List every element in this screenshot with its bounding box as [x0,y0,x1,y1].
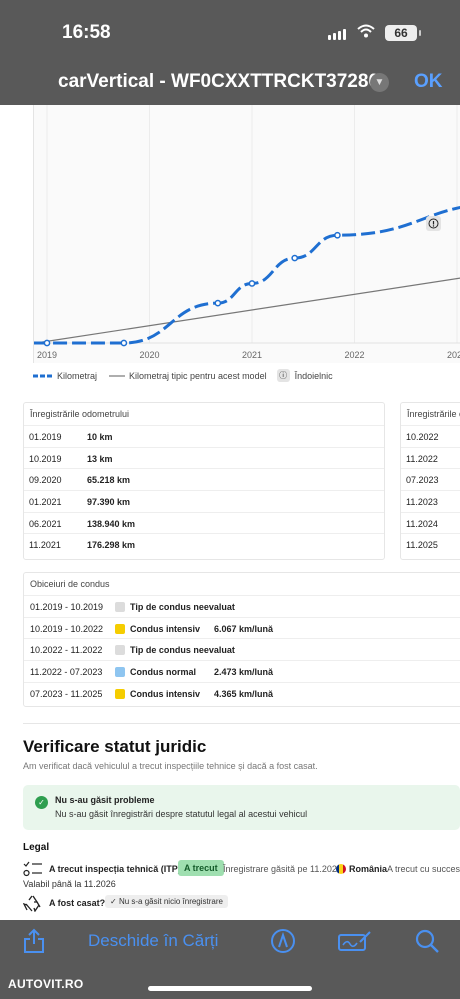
page-content[interactable]: 2019 2020 2021 2022 2023 Kilometraj Kilometr… [0,105,460,920]
itp-passed-badge: A trecut [178,860,224,876]
mileage-point [291,254,299,262]
share-icon[interactable] [22,928,46,959]
x-tick-label: 2021 [242,350,262,360]
legal-section-title: Verificare statut juridic [23,737,207,756]
recycle-icon [23,895,41,912]
romania-flag-icon [336,864,346,874]
table-row: 11.2025 [401,533,460,555]
signature-icon[interactable] [338,930,372,957]
no-record-badge: ✓ Nu s-a găsit nicio înregistrare [105,895,228,908]
scrapped-question: A fost casat? [49,898,106,908]
habit-color-swatch [115,623,125,634]
table-row: 01.2021 97.390 km [24,490,384,512]
habit-color-swatch [115,602,125,612]
list-item: 01.2019 - 10.2019 Tip de condus neevaluat [24,595,460,617]
table-row: 10.2019 13 km [24,446,384,469]
doubtful-icon: ⓘ [276,369,290,382]
markup-icon[interactable] [270,928,296,959]
odometer-card: Înregistrările odometrului 01.2019 10 km … [23,402,385,560]
driving-habits-title: Obiceiuri de condus [30,579,110,589]
list-item: 07.2023 - 11.2025 Condus intensiv 4.365 km… [24,681,460,704]
odometer-card-right: Înregistrările o 10.2022 11.2022 07.2023… [400,402,460,560]
legend-mileage: Kilometraj [57,370,98,381]
battery-icon: 66 [385,25,421,41]
home-indicator[interactable] [148,986,312,991]
x-tick-label: 2023 [447,350,460,360]
no-problems-text: Nu s-au găsit înregistrări despre statut… [55,809,308,819]
table-row: 09.2020 65.218 km [24,468,384,490]
mileage-point [214,299,222,307]
watermark: AUTOVIT.RO [8,977,84,991]
odometer-rows: 01.2019 10 km 10.2019 13 km 09.2020 65.218 … [24,425,384,555]
table-row: 07.2023 [401,468,460,490]
ok-button[interactable]: OK [414,71,443,92]
itp-valid-until: Valabil până la 11.2026 [23,879,116,889]
typical-mileage-line [35,277,460,344]
mileage-chart: 2019 2020 2021 2022 2023 [33,105,460,363]
mileage-point [43,339,51,347]
habit-color-swatch [115,688,125,699]
table-row: 10.2022 [401,425,460,447]
table-row: 11.2023 [401,490,460,512]
check-circle-icon: ✓ [35,796,48,809]
itp-country: România [349,864,388,874]
mileage-line [33,206,460,345]
mileage-legend-icon [33,374,53,377]
status-bar: 16:58 66 [0,0,460,60]
table-row: 11.2024 [401,511,460,534]
table-row: 01.2019 10 km [24,425,384,447]
doubtful-marker-icon[interactable] [426,216,441,231]
itp-row: A trecut inspecția tehnică (ITP)? A trec… [23,860,460,880]
table-row: 11.2021 176.298 km [24,533,384,555]
list-item: 10.2022 - 11.2022 Tip de condus neevaluat [24,638,460,660]
clock: 16:58 [62,22,111,43]
signal-icon [328,27,348,45]
habit-color-swatch [115,645,125,656]
legal-section-subtitle: Am verificat dacă vehiculul a trecut ins… [23,761,318,771]
scrapped-row: A fost casat? ✓ Nu s-a găsit nicio înreg… [23,893,460,913]
habit-color-swatch [115,667,125,678]
checklist-icon [23,861,42,877]
typical-legend-icon [109,374,126,377]
wifi-icon [357,24,375,43]
open-in-books-button[interactable]: Deschide în Cărți [88,931,219,950]
list-item: 10.2019 - 10.2022 Condus intensiv 6.067 km… [24,616,460,639]
mileage-point [248,280,256,287]
no-problems-title: Nu s-au găsit probleme [55,795,155,805]
itp-record-date: Înregistrare găsită pe 11.2025 [223,864,342,874]
bottom-toolbar: Deschide în Cărți AUTOVIT.RO [0,920,460,999]
no-problems-banner: ✓ Nu s-au găsit probleme Nu s-au găsit î… [23,785,460,830]
document-title[interactable]: carVertical - WF0CXXTTRCKT37280 [58,71,380,92]
table-row: 06.2021 138.940 km [24,511,384,534]
mileage-point [334,231,341,239]
list-item: 11.2022 - 07.2023 Condus normal 2.473 km/l… [24,660,460,682]
mileage-point [120,339,128,347]
itp-result: A trecut cu succes [387,864,460,874]
x-tick-label: 2022 [344,350,364,360]
x-tick-label: 2020 [139,350,159,360]
driving-habits-card: Obiceiuri de condus 01.2019 - 10.2019 Tip… [23,572,460,707]
x-tick-label: 2019 [37,350,57,360]
odometer-title: Înregistrările odometrului [30,409,130,419]
search-icon[interactable] [414,928,440,959]
table-row: 11.2022 [401,446,460,469]
section-divider [23,723,460,724]
itp-question: A trecut inspecția tehnică (ITP)? [49,864,187,874]
mileage-chart-svg: 2019 2020 2021 2022 2023 [33,105,460,360]
chevron-down-icon[interactable]: ▼ [370,73,389,92]
legend-typical: Kilometraj tipic pentru acest model [129,370,267,381]
chart-legend: Kilometraj Kilometraj tipic pentru acest… [33,369,333,382]
legend-doubtful: Îndoielnic [294,370,333,381]
legal-label: Legal [23,842,50,853]
odometer-title-right: Înregistrările o [407,409,460,419]
title-bar: carVertical - WF0CXXTTRCKT37280 ▼ OK [0,60,460,105]
